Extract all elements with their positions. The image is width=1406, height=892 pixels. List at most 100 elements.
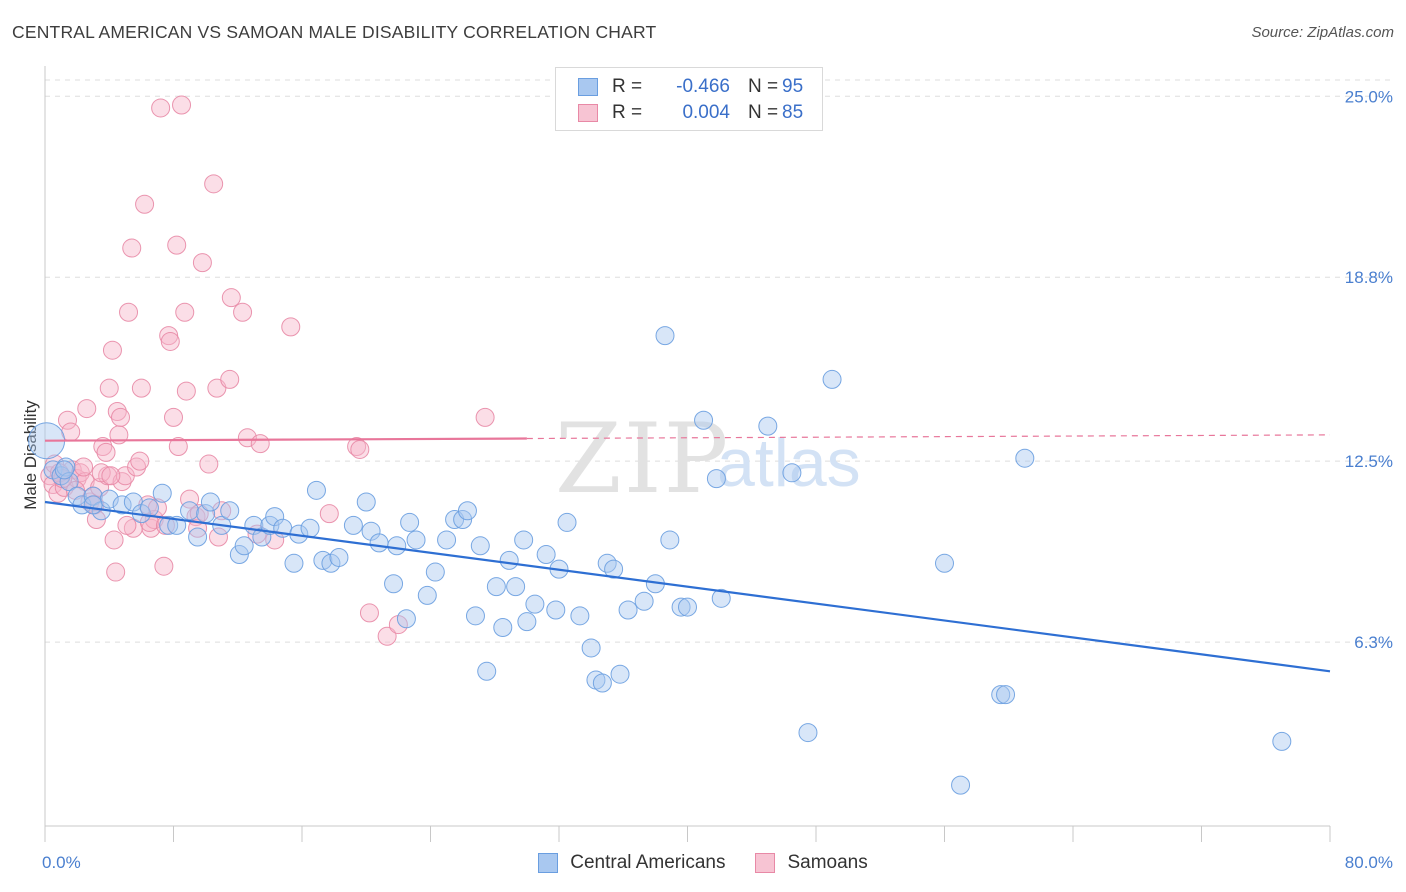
data-point[interactable] xyxy=(356,492,376,512)
data-point[interactable] xyxy=(77,399,97,419)
data-point[interactable] xyxy=(525,594,545,614)
data-point[interactable] xyxy=(457,501,477,521)
data-point[interactable] xyxy=(706,469,726,489)
data-point[interactable] xyxy=(164,407,183,427)
data-point[interactable] xyxy=(517,612,537,632)
data-point[interactable] xyxy=(694,410,714,430)
data-point[interactable] xyxy=(252,527,272,547)
data-point[interactable] xyxy=(758,416,778,436)
data-point[interactable] xyxy=(107,402,127,422)
data-point[interactable] xyxy=(486,577,506,597)
data-point[interactable] xyxy=(237,428,257,448)
data-point[interactable] xyxy=(678,597,697,617)
data-point[interactable] xyxy=(160,331,180,351)
data-point[interactable] xyxy=(306,480,326,500)
data-point[interactable] xyxy=(260,515,280,535)
data-point[interactable] xyxy=(93,437,113,457)
data-point[interactable] xyxy=(112,495,132,515)
data-point[interactable] xyxy=(192,253,212,273)
data-point[interactable] xyxy=(359,603,379,623)
data-point[interactable] xyxy=(369,533,389,553)
data-point[interactable] xyxy=(119,302,139,322)
data-point[interactable] xyxy=(347,437,367,457)
data-point[interactable] xyxy=(221,288,241,308)
data-point[interactable] xyxy=(465,606,485,626)
data-point[interactable] xyxy=(506,577,526,597)
data-point[interactable] xyxy=(935,553,954,573)
data-point[interactable] xyxy=(101,466,121,486)
data-point[interactable] xyxy=(557,512,577,532)
data-point[interactable] xyxy=(406,530,426,550)
data-point[interactable] xyxy=(172,95,192,115)
data-point[interactable] xyxy=(417,585,437,605)
data-point[interactable] xyxy=(106,562,126,582)
data-point[interactable] xyxy=(425,562,445,582)
data-point[interactable] xyxy=(782,463,802,483)
data-point[interactable] xyxy=(130,451,150,471)
data-point[interactable] xyxy=(343,515,363,535)
legend-item-central-americans[interactable]: Central Americans xyxy=(538,852,725,874)
data-point[interactable] xyxy=(329,547,349,567)
data-point[interactable] xyxy=(154,556,174,576)
data-point[interactable] xyxy=(660,530,680,550)
data-point[interactable] xyxy=(265,507,285,527)
data-point[interactable] xyxy=(83,495,103,515)
data-point[interactable] xyxy=(581,638,601,658)
data-point[interactable] xyxy=(300,518,320,538)
data-point[interactable] xyxy=(514,530,534,550)
data-point[interactable] xyxy=(453,510,473,530)
data-point[interactable] xyxy=(200,492,220,512)
data-point[interactable] xyxy=(711,588,731,608)
data-point[interactable] xyxy=(350,439,370,459)
data-point[interactable] xyxy=(1272,731,1292,751)
data-point[interactable] xyxy=(604,559,624,579)
data-point[interactable] xyxy=(229,545,249,565)
data-point[interactable] xyxy=(284,553,304,573)
data-point[interactable] xyxy=(234,536,254,556)
data-point[interactable] xyxy=(99,378,119,398)
data-point[interactable] xyxy=(437,530,457,550)
data-point[interactable] xyxy=(396,609,416,629)
data-point[interactable] xyxy=(104,530,124,550)
data-point[interactable] xyxy=(387,536,407,556)
data-point[interactable] xyxy=(475,407,495,427)
data-point[interactable] xyxy=(592,673,612,693)
legend-item-samoans[interactable]: Samoans xyxy=(755,852,868,874)
data-point[interactable] xyxy=(400,512,420,532)
data-point[interactable] xyxy=(204,174,224,194)
data-point[interactable] xyxy=(220,501,240,521)
data-point[interactable] xyxy=(168,437,188,457)
data-point[interactable] xyxy=(57,410,77,430)
data-point[interactable] xyxy=(536,545,556,565)
data-point[interactable] xyxy=(96,442,116,462)
data-point[interactable] xyxy=(208,527,228,547)
data-point[interactable] xyxy=(996,685,1016,705)
data-point[interactable] xyxy=(188,527,208,547)
data-point[interactable] xyxy=(167,235,187,255)
data-point[interactable] xyxy=(151,98,171,118)
data-point[interactable] xyxy=(117,515,137,535)
data-point[interactable] xyxy=(499,550,519,570)
data-point[interactable] xyxy=(127,457,147,477)
data-point[interactable] xyxy=(54,460,74,480)
data-point[interactable] xyxy=(470,536,490,556)
data-point[interactable] xyxy=(991,685,1011,705)
data-point[interactable] xyxy=(610,664,630,684)
data-point[interactable] xyxy=(265,530,285,550)
data-point[interactable] xyxy=(152,483,172,503)
data-point[interactable] xyxy=(281,317,301,337)
data-point[interactable] xyxy=(546,600,566,620)
data-point[interactable] xyxy=(102,340,122,360)
data-point[interactable] xyxy=(493,618,513,638)
data-point[interactable] xyxy=(74,457,94,477)
data-point[interactable] xyxy=(1015,448,1035,468)
data-point[interactable] xyxy=(618,600,638,620)
data-point[interactable] xyxy=(319,504,339,524)
data-point[interactable] xyxy=(180,501,200,521)
data-point[interactable] xyxy=(159,515,179,535)
data-point[interactable] xyxy=(110,407,130,427)
data-point[interactable] xyxy=(56,457,76,477)
data-point[interactable] xyxy=(655,326,675,346)
data-point[interactable] xyxy=(361,521,381,541)
data-point[interactable] xyxy=(570,606,590,626)
